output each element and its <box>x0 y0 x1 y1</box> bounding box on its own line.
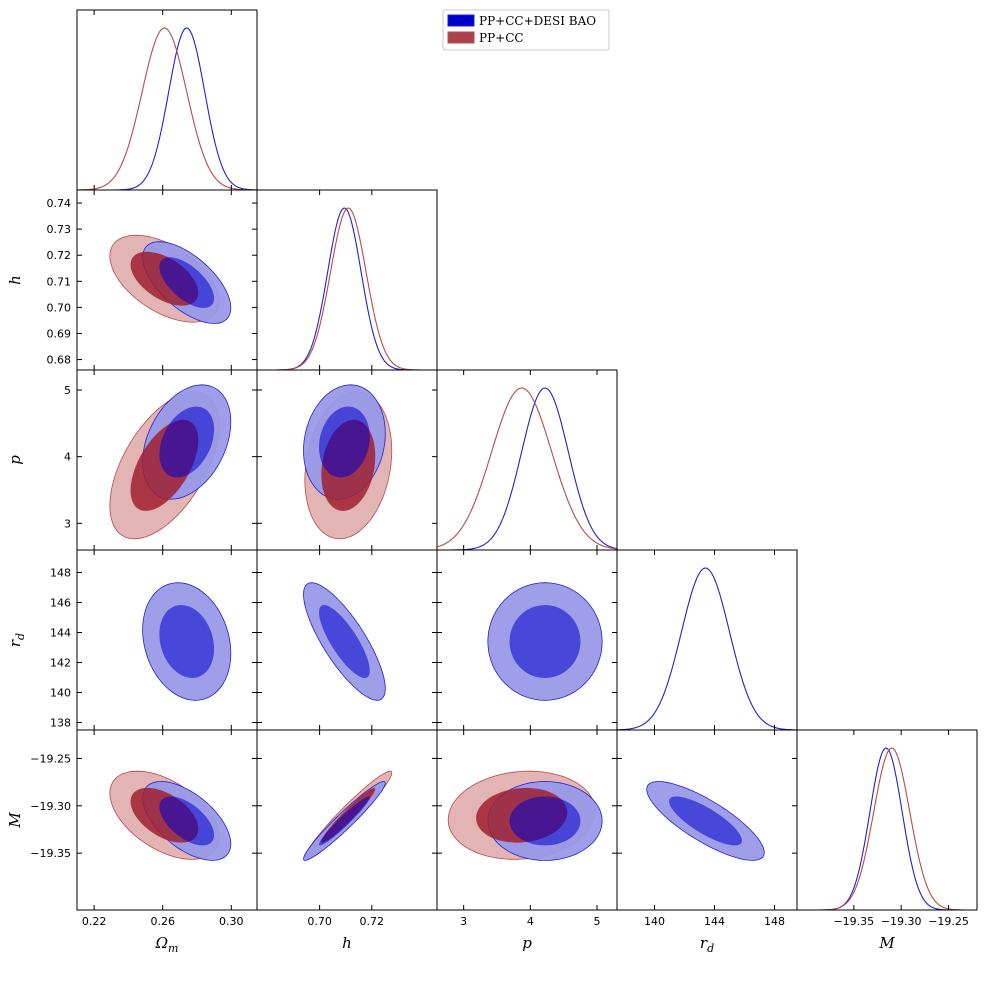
panel-Om-h <box>109 234 232 324</box>
panel-frame <box>796 729 978 911</box>
contour-68-Om-p-series-0 <box>159 406 215 478</box>
y-tick-label-h: 0.73 <box>47 223 72 236</box>
contour-68-p-rd-series-0 <box>509 605 581 678</box>
y-tick-label-h: 0.72 <box>47 249 72 262</box>
density-M-series-0 <box>797 747 977 910</box>
y-tick-label-M: −19.35 <box>30 847 71 860</box>
contour-68-Om-h-series-0 <box>159 257 215 308</box>
y-tick-label-rd: 148 <box>50 567 71 580</box>
y-tick-label-p: 3 <box>64 517 71 530</box>
y-axis-label-p: p <box>6 455 24 465</box>
density-Om-series-1 <box>77 27 257 190</box>
y-tick-label-p: 4 <box>64 451 71 464</box>
legend-box <box>442 9 610 51</box>
x-tick-label-rd: 140 <box>644 915 665 928</box>
x-axis-label-Om: Ωm <box>155 934 179 955</box>
density-p-series-1 <box>437 387 617 550</box>
legend-label-series-0: PP+CC+DESI BAO <box>479 14 596 28</box>
contour-68-h-M-series-0 <box>319 796 370 846</box>
panel-rd-rd <box>617 567 797 730</box>
y-tick-label-M: −19.30 <box>30 800 71 813</box>
panel-frame <box>616 549 798 731</box>
panel-p-rd <box>487 582 603 701</box>
legend-swatch-series-1 <box>447 31 475 44</box>
contour-68-Om-M-series-0 <box>159 796 215 846</box>
x-tick-label-rd: 144 <box>704 915 725 928</box>
x-tick-label-p: 3 <box>460 915 467 928</box>
density-h-series-0 <box>257 207 437 370</box>
y-axis-label-h: h <box>6 275 24 285</box>
y-tick-label-h: 0.68 <box>47 354 72 367</box>
panel-p-p <box>437 387 617 550</box>
contour-68-p-M-series-0 <box>509 796 581 846</box>
y-tick-label-rd: 140 <box>50 687 71 700</box>
density-rd-series-0 <box>617 567 797 730</box>
contour-68-Om-rd-series-0 <box>159 605 215 678</box>
y-tick-label-rd: 146 <box>50 597 71 610</box>
panel-Om-M <box>109 770 232 861</box>
legend: PP+CC+DESI BAO PP+CC <box>442 9 610 51</box>
x-tick-label-Om: 0.22 <box>82 915 107 928</box>
x-tick-label-p: 5 <box>594 915 601 928</box>
y-tick-label-h: 0.71 <box>47 275 72 288</box>
y-tick-label-h: 0.74 <box>47 197 72 210</box>
density-M-series-1 <box>797 747 977 910</box>
panel-rd-M <box>646 781 765 861</box>
y-tick-label-h: 0.69 <box>47 327 72 340</box>
panel-Om-p <box>109 384 232 540</box>
panel-h-h <box>257 207 437 370</box>
y-axis-label-rd: rd <box>6 633 27 647</box>
legend-swatch-series-0 <box>447 14 475 27</box>
contour-68-h-rd-series-0 <box>319 605 370 678</box>
panel-Om-rd <box>142 582 232 701</box>
x-tick-label-M: −19.30 <box>881 915 922 928</box>
panel-h-p <box>303 384 393 540</box>
panels: 0.22 0.26 0.30 Ωm 0.70 0.72 h 3 4 5 p 140 144 148 rd −1… <box>6 9 978 955</box>
legend-label-series-1: PP+CC <box>479 31 524 45</box>
x-axis-label-h: h <box>342 934 352 952</box>
x-tick-label-h: 0.72 <box>360 915 385 928</box>
x-tick-label-Om: 0.26 <box>150 915 175 928</box>
panel-p-M <box>447 770 603 861</box>
panel-frame <box>256 189 438 371</box>
y-tick-label-h: 0.70 <box>47 301 72 314</box>
panel-frame <box>436 369 618 551</box>
panel-h-M <box>303 770 393 861</box>
panel-M-M <box>797 747 977 910</box>
panel-h-rd <box>303 582 386 701</box>
contour-68-rd-M-series-0 <box>669 796 742 846</box>
density-p-series-0 <box>437 387 617 550</box>
y-tick-label-rd: 142 <box>50 657 71 670</box>
x-tick-label-p: 4 <box>527 915 534 928</box>
contour-68-h-p-series-0 <box>319 406 370 478</box>
x-axis-label-p: p <box>522 934 532 952</box>
density-Om-series-0 <box>77 27 257 190</box>
y-tick-label-rd: 138 <box>50 717 71 730</box>
x-tick-label-Om: 0.30 <box>219 915 244 928</box>
panel-Om-Om <box>77 27 257 190</box>
x-tick-label-M: −19.25 <box>928 915 969 928</box>
y-tick-label-M: −19.25 <box>30 752 71 765</box>
x-tick-label-M: −19.35 <box>833 915 874 928</box>
x-tick-label-h: 0.70 <box>307 915 332 928</box>
density-h-series-1 <box>257 207 437 370</box>
x-tick-label-rd: 148 <box>764 915 785 928</box>
y-tick-label-rd: 144 <box>50 627 71 640</box>
x-axis-label-rd: rd <box>700 934 714 955</box>
x-axis-label-M: M <box>878 934 895 952</box>
y-tick-label-p: 5 <box>64 384 71 397</box>
y-axis-label-M: M <box>6 812 24 829</box>
